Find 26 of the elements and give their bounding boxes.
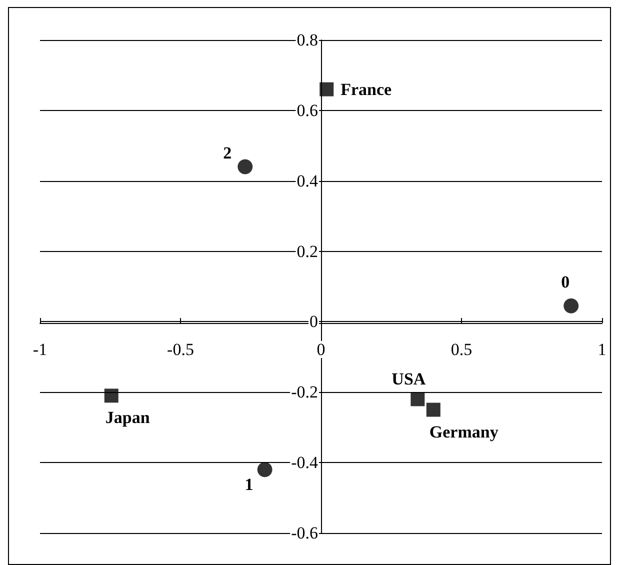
point: [410, 392, 425, 406]
annotation: Japan: [105, 408, 150, 428]
y-tick-label: 0: [310, 312, 318, 332]
y-tick-label: 0.4: [296, 171, 318, 190]
x-tick-label: -1: [32, 340, 48, 359]
y-tick-label: -0.2: [291, 382, 318, 402]
point: [238, 159, 253, 174]
y-tick-label: 0.2: [296, 242, 318, 261]
y-tick-label: -0.6: [291, 524, 318, 542]
point: [104, 388, 118, 403]
annotation: USA: [392, 370, 426, 389]
y-tick-label: 0.6: [296, 100, 318, 120]
y-tick-label: 0.8: [296, 30, 318, 50]
y-tick-label: -0.4: [291, 453, 318, 472]
point: [320, 82, 334, 96]
annotation: 1: [244, 475, 254, 494]
x-tick-label: 1: [598, 340, 606, 359]
annotation: 0: [561, 272, 570, 292]
annotation: France: [340, 80, 392, 99]
point: [564, 298, 579, 314]
x-tick-label: 0.5: [450, 340, 472, 359]
point: [426, 402, 440, 417]
annotation: Germany: [429, 422, 499, 442]
point: [257, 462, 272, 478]
x-tick-label: -0.5: [167, 340, 194, 359]
annotation: 2: [223, 143, 232, 162]
